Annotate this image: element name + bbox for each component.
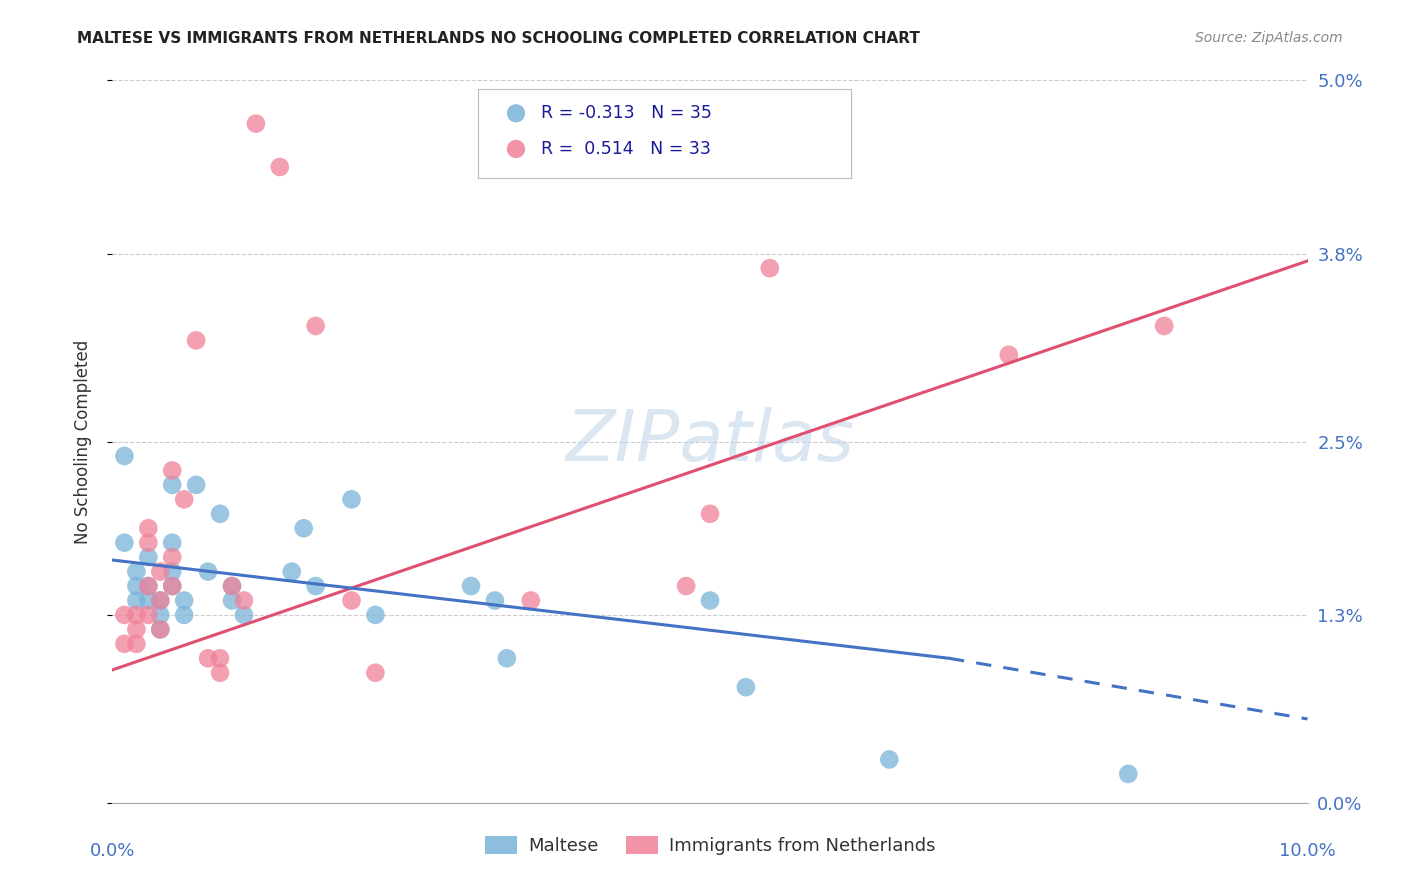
Text: 10.0%: 10.0%: [1279, 842, 1336, 860]
Point: [305, 318, 328, 333]
Text: R =  0.514   N = 33: R = 0.514 N = 33: [541, 140, 711, 158]
Point: [138, 607, 160, 622]
Point: [114, 449, 135, 463]
Point: [233, 607, 256, 622]
Point: [114, 535, 135, 549]
Point: [197, 565, 219, 579]
Point: [138, 579, 160, 593]
Point: [305, 579, 328, 593]
Point: [138, 593, 160, 607]
Point: [675, 579, 697, 593]
Point: [138, 579, 160, 593]
Point: [125, 623, 148, 637]
Point: [149, 607, 172, 622]
Point: [114, 637, 135, 651]
Point: [149, 623, 172, 637]
Point: [162, 550, 183, 565]
Point: [197, 651, 219, 665]
Point: [173, 593, 195, 607]
Text: R = -0.313   N = 35: R = -0.313 N = 35: [541, 104, 713, 122]
Point: [162, 579, 183, 593]
Point: [1118, 767, 1140, 781]
Point: [998, 348, 1021, 362]
Point: [292, 521, 315, 535]
Point: [520, 593, 543, 607]
Point: [149, 593, 172, 607]
Point: [209, 665, 232, 680]
Point: [162, 565, 183, 579]
Point: [281, 565, 304, 579]
Point: [186, 478, 208, 492]
Point: [125, 607, 148, 622]
Point: [221, 579, 243, 593]
Point: [162, 478, 183, 492]
Point: [162, 579, 183, 593]
Point: [209, 651, 232, 665]
Point: [125, 579, 148, 593]
Point: [125, 565, 148, 579]
Text: MALTESE VS IMMIGRANTS FROM NETHERLANDS NO SCHOOLING COMPLETED CORRELATION CHART: MALTESE VS IMMIGRANTS FROM NETHERLANDS N…: [77, 31, 920, 46]
Y-axis label: No Schooling Completed: No Schooling Completed: [73, 340, 91, 543]
Point: [138, 521, 160, 535]
Text: 0.0%: 0.0%: [90, 842, 135, 860]
Point: [460, 579, 482, 593]
Point: [209, 507, 232, 521]
Point: [340, 492, 363, 507]
Text: ZIPatlas: ZIPatlas: [565, 407, 855, 476]
Point: [114, 607, 135, 622]
Point: [173, 492, 195, 507]
Point: [125, 593, 148, 607]
Point: [496, 651, 519, 665]
Point: [233, 593, 256, 607]
Point: [162, 535, 183, 549]
Point: [735, 680, 758, 694]
Point: [269, 160, 291, 174]
Point: [484, 593, 506, 607]
Point: [221, 579, 243, 593]
Point: [879, 752, 901, 766]
Point: [699, 507, 721, 521]
Point: [759, 261, 782, 276]
Point: [138, 535, 160, 549]
Point: [149, 565, 172, 579]
Point: [149, 623, 172, 637]
Point: [173, 607, 195, 622]
Point: [221, 593, 243, 607]
Point: [149, 593, 172, 607]
Point: [245, 117, 267, 131]
Legend: Maltese, Immigrants from Netherlands: Maltese, Immigrants from Netherlands: [478, 829, 942, 863]
Point: [186, 334, 208, 348]
Point: [699, 593, 721, 607]
Point: [340, 593, 363, 607]
Point: [125, 637, 148, 651]
Point: [364, 607, 387, 622]
Text: Source: ZipAtlas.com: Source: ZipAtlas.com: [1195, 31, 1343, 45]
Point: [138, 550, 160, 565]
Point: [162, 463, 183, 477]
Point: [364, 665, 387, 680]
Point: [1153, 318, 1175, 333]
